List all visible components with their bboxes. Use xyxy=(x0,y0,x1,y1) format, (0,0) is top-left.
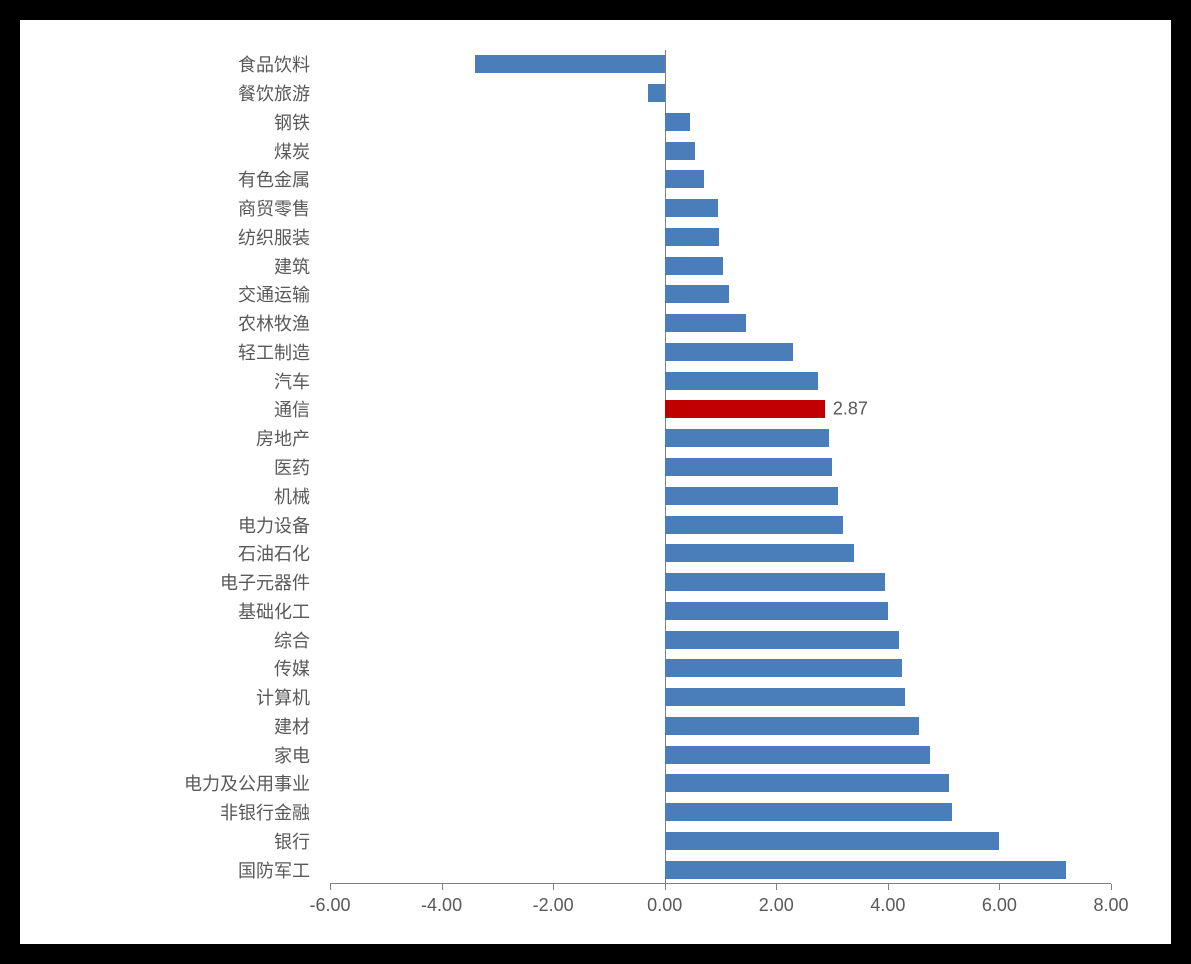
x-axis-line xyxy=(330,883,1111,884)
x-tick xyxy=(888,884,889,890)
bar xyxy=(665,170,704,188)
bar xyxy=(665,458,832,476)
bar xyxy=(665,400,825,418)
category-label: 轻工制造 xyxy=(238,339,310,365)
bar xyxy=(665,861,1067,879)
bar xyxy=(665,285,729,303)
x-tick xyxy=(776,884,777,890)
chart-panel: 食品饮料餐饮旅游钢铁煤炭有色金属商贸零售纺织服装建筑交通运输农林牧渔轻工制造汽车… xyxy=(20,20,1171,944)
category-label: 医药 xyxy=(274,454,310,480)
x-tick-label: 4.00 xyxy=(870,895,905,916)
category-label: 纺织服装 xyxy=(238,224,310,250)
bar xyxy=(665,688,905,706)
x-tick-label: 2.00 xyxy=(759,895,794,916)
x-tick xyxy=(999,884,1000,890)
x-tick xyxy=(442,884,443,890)
x-tick xyxy=(553,884,554,890)
category-label: 石油石化 xyxy=(238,540,310,566)
bar xyxy=(665,602,888,620)
category-label: 基础化工 xyxy=(238,598,310,624)
bar xyxy=(665,429,830,447)
x-tick xyxy=(1111,884,1112,890)
category-label: 餐饮旅游 xyxy=(238,80,310,106)
bar xyxy=(665,746,930,764)
category-label: 国防军工 xyxy=(238,857,310,883)
category-label: 计算机 xyxy=(256,684,310,710)
bar xyxy=(665,544,855,562)
category-label: 汽车 xyxy=(274,368,310,394)
category-label: 传媒 xyxy=(274,655,310,681)
bar xyxy=(665,631,899,649)
bar xyxy=(665,774,950,792)
x-tick-label: 0.00 xyxy=(647,895,682,916)
bar xyxy=(665,314,746,332)
category-label: 农林牧渔 xyxy=(238,310,310,336)
category-label: 银行 xyxy=(274,828,310,854)
bar xyxy=(665,832,1000,850)
bar xyxy=(665,199,718,217)
x-tick xyxy=(330,884,331,890)
category-label: 机械 xyxy=(274,483,310,509)
bar xyxy=(665,257,724,275)
bar xyxy=(665,113,690,131)
bar xyxy=(665,717,919,735)
x-tick xyxy=(665,884,666,890)
category-label: 通信 xyxy=(274,396,310,422)
x-tick-label: 8.00 xyxy=(1093,895,1128,916)
bar xyxy=(665,573,885,591)
category-label: 电子元器件 xyxy=(220,569,310,595)
category-label: 有色金属 xyxy=(238,166,310,192)
bar xyxy=(665,659,902,677)
x-tick-label: -4.00 xyxy=(421,895,462,916)
bar xyxy=(475,55,665,73)
y-axis-labels: 食品饮料餐饮旅游钢铁煤炭有色金属商贸零售纺织服装建筑交通运输农林牧渔轻工制造汽车… xyxy=(20,50,320,884)
category-label: 钢铁 xyxy=(274,109,310,135)
category-label: 建筑 xyxy=(274,253,310,279)
bar xyxy=(665,487,838,505)
category-label: 食品饮料 xyxy=(238,51,310,77)
category-label: 非银行金融 xyxy=(220,799,310,825)
category-label: 房地产 xyxy=(256,425,310,451)
category-label: 交通运输 xyxy=(238,281,310,307)
category-label: 建材 xyxy=(274,713,310,739)
bar xyxy=(665,803,952,821)
bar-value-label: 2.87 xyxy=(833,399,868,420)
bar xyxy=(648,84,665,102)
bar xyxy=(665,228,720,246)
bar xyxy=(665,516,844,534)
bar xyxy=(665,343,793,361)
x-tick-label: -2.00 xyxy=(533,895,574,916)
category-label: 家电 xyxy=(274,742,310,768)
category-label: 商贸零售 xyxy=(238,195,310,221)
bar xyxy=(665,142,696,160)
x-tick-label: -6.00 xyxy=(309,895,350,916)
bar xyxy=(665,372,818,390)
category-label: 综合 xyxy=(274,627,310,653)
category-label: 电力设备 xyxy=(238,512,310,538)
category-label: 煤炭 xyxy=(274,138,310,164)
plot-area: -6.00-4.00-2.000.002.004.006.008.002.87 xyxy=(330,50,1111,884)
category-label: 电力及公用事业 xyxy=(184,770,310,796)
x-tick-label: 6.00 xyxy=(982,895,1017,916)
outer-frame: 食品饮料餐饮旅游钢铁煤炭有色金属商贸零售纺织服装建筑交通运输农林牧渔轻工制造汽车… xyxy=(0,0,1191,964)
